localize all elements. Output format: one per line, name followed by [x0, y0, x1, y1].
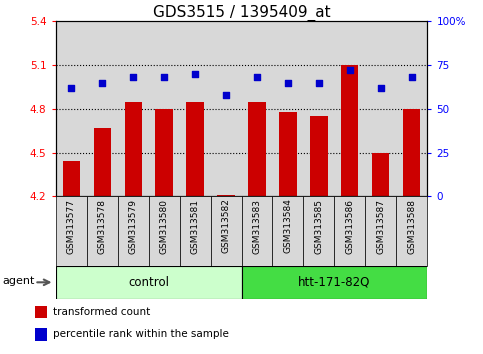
Bar	[242, 21, 272, 196]
Bar	[397, 196, 427, 266]
Bar	[211, 196, 242, 266]
Text: GSM313586: GSM313586	[345, 199, 355, 253]
Text: GSM313578: GSM313578	[98, 199, 107, 253]
Bar	[56, 196, 86, 266]
Text: control: control	[128, 276, 169, 289]
Bar	[334, 21, 366, 196]
Bar	[311, 116, 327, 196]
Bar	[211, 21, 242, 196]
Bar	[149, 21, 180, 196]
Bar	[397, 21, 427, 196]
Bar	[248, 102, 266, 196]
Point	[67, 85, 75, 91]
Text: GSM313583: GSM313583	[253, 199, 261, 253]
Bar	[186, 102, 203, 196]
Text: GSM313582: GSM313582	[222, 199, 230, 253]
Title: GDS3515 / 1395409_at: GDS3515 / 1395409_at	[153, 5, 330, 21]
Text: percentile rank within the sample: percentile rank within the sample	[53, 329, 229, 339]
Bar	[56, 266, 242, 299]
Text: GSM313588: GSM313588	[408, 199, 416, 253]
Text: agent: agent	[3, 276, 35, 286]
Text: GSM313577: GSM313577	[67, 199, 75, 253]
Bar	[35, 306, 47, 319]
Bar	[86, 21, 117, 196]
Point	[346, 68, 354, 73]
Text: GSM313584: GSM313584	[284, 199, 293, 253]
Point	[222, 92, 230, 98]
Bar	[56, 21, 86, 196]
Bar	[272, 196, 303, 266]
Bar	[62, 161, 80, 196]
Text: htt-171-82Q: htt-171-82Q	[298, 276, 370, 289]
Bar	[94, 128, 111, 196]
Bar	[272, 21, 303, 196]
Text: transformed count: transformed count	[53, 307, 150, 317]
Bar	[403, 109, 421, 196]
Point	[284, 80, 292, 85]
Text: GSM313579: GSM313579	[128, 199, 138, 253]
Bar	[156, 109, 172, 196]
Bar	[303, 196, 334, 266]
Point	[129, 74, 137, 80]
Text: GSM313587: GSM313587	[376, 199, 385, 253]
Point	[315, 80, 323, 85]
Point	[160, 74, 168, 80]
Bar	[125, 102, 142, 196]
Bar	[149, 196, 180, 266]
Bar	[180, 196, 211, 266]
Bar	[86, 196, 117, 266]
Bar	[217, 195, 235, 196]
Bar	[35, 328, 47, 341]
Text: GSM313581: GSM313581	[190, 199, 199, 253]
Bar	[303, 21, 334, 196]
Bar	[341, 65, 358, 196]
Bar	[117, 21, 149, 196]
Bar	[280, 112, 297, 196]
Point	[253, 74, 261, 80]
Point	[377, 85, 385, 91]
Point	[191, 71, 199, 77]
Bar	[372, 153, 389, 196]
Text: GSM313580: GSM313580	[159, 199, 169, 253]
Bar	[366, 196, 397, 266]
Point	[98, 80, 106, 85]
Bar	[334, 196, 366, 266]
Bar	[117, 196, 149, 266]
Bar	[242, 196, 272, 266]
Bar	[180, 21, 211, 196]
Bar	[366, 21, 397, 196]
Bar	[242, 266, 427, 299]
Point	[408, 74, 416, 80]
Text: GSM313585: GSM313585	[314, 199, 324, 253]
